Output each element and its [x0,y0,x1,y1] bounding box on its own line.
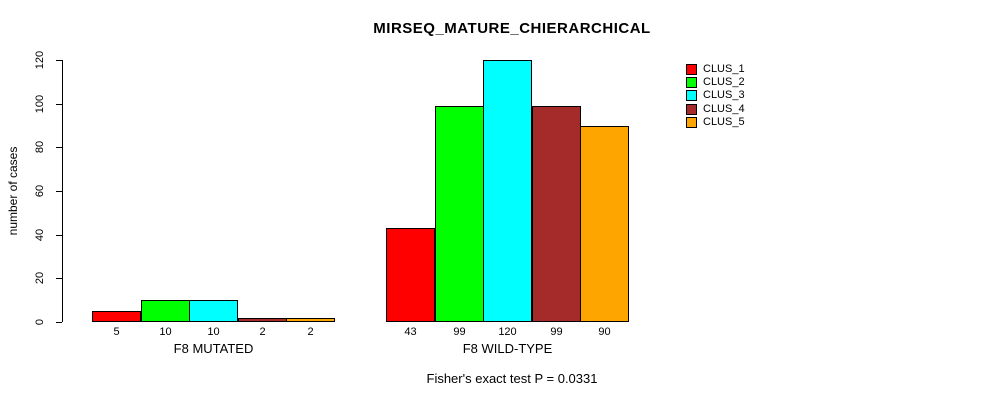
caption: Fisher's exact test P = 0.0331 [426,371,598,386]
legend-swatch-clus_4 [686,103,697,115]
y-axis-tick-label: 120 [34,50,46,70]
bar-clus_1 [92,311,141,322]
bar-clus_2 [435,106,484,322]
y-axis-tick-label: 80 [34,141,46,154]
bar-value-label: 10 [159,326,172,338]
bar-clus_3 [483,60,532,322]
group-label: F8 WILD-TYPE [462,341,553,356]
legend-label-clus_1: CLUS_1 [703,63,745,75]
bar-value-label: 120 [498,326,517,338]
y-axis-label: number of cases [6,146,20,236]
bar-value-label: 2 [307,326,314,338]
bar-clus_5 [286,318,335,322]
bar-value-label: 5 [113,326,120,338]
y-axis-tick [56,234,62,236]
bar-clus_1 [386,228,435,322]
bar-value-label: 43 [404,326,417,338]
y-axis-tick [56,278,62,280]
y-axis-tick-label: 60 [34,184,46,198]
y-axis-tick [56,191,62,192]
chart-title: MIRSEQ_MATURE_CHIERARCHICAL [373,20,651,37]
legend-label-clus_4: CLUS_4 [703,102,745,115]
y-axis-tick-label: 100 [34,94,46,113]
legend-swatch-clus_2 [686,77,697,89]
y-axis-tick-label: 20 [34,272,46,285]
legend-swatch-clus_3 [686,90,697,102]
bar-clus_4 [238,318,287,322]
bar-value-label: 90 [598,326,611,338]
group-label: F8 MUTATED [173,341,254,356]
y-axis-tick-label: 0 [34,318,46,326]
legend-swatch-clus_5 [686,116,697,128]
legend-label-clus_2: CLUS_2 [703,76,745,89]
bar-value-label: 2 [259,326,266,338]
bar-clus_3 [189,300,238,322]
bar-value-label: 99 [453,326,466,338]
y-axis-tick-label: 40 [34,228,46,241]
bar-value-label: 99 [550,326,563,338]
bar-value-label: 10 [207,326,220,338]
legend-swatch-clus_1 [686,64,697,75]
y-axis-tick [56,147,62,149]
y-axis-line [62,60,63,322]
bar-clus_4 [532,106,581,322]
legend-label-clus_3: CLUS_3 [703,89,745,102]
bar-clus_2 [141,300,190,322]
y-axis-tick [56,322,62,323]
y-axis-tick [56,60,62,61]
bar-clus_5 [580,126,629,322]
y-axis-tick [56,103,62,105]
legend-label-clus_5: CLUS_5 [703,115,745,128]
